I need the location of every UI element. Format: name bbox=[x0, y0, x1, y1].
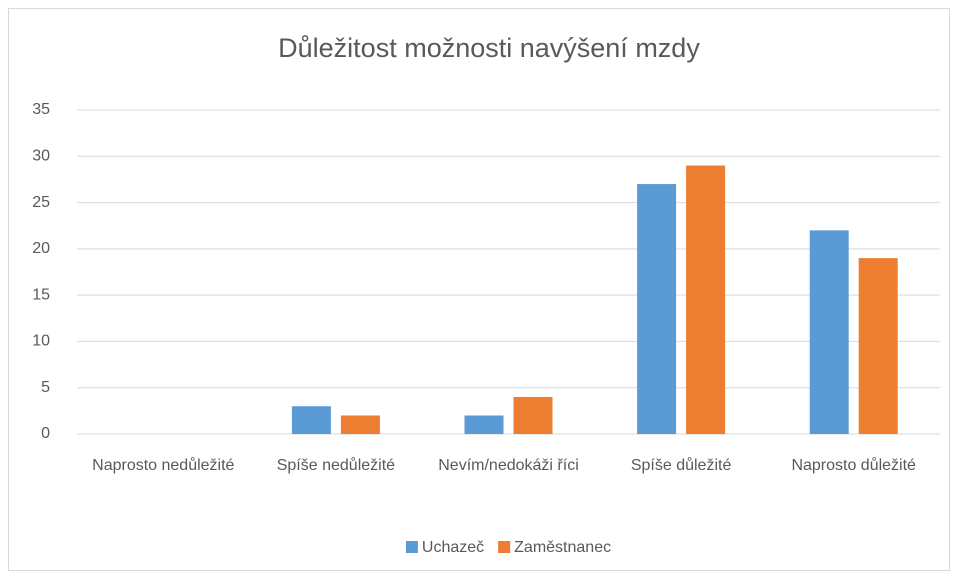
legend-swatch bbox=[405, 541, 418, 553]
x-tick-label: Naprosto nedůležité bbox=[92, 456, 234, 474]
x-tick-label: Spíše důležité bbox=[631, 456, 732, 474]
chart-frame bbox=[8, 8, 950, 571]
y-tick-label: 30 bbox=[32, 148, 50, 165]
bar bbox=[809, 230, 849, 434]
y-tick-label: 25 bbox=[32, 194, 50, 211]
legend-label: Zaměstnanec bbox=[514, 539, 611, 556]
bar bbox=[686, 165, 726, 435]
y-tick-label: 10 bbox=[32, 333, 50, 350]
bar bbox=[291, 406, 331, 434]
bar bbox=[858, 258, 898, 434]
x-tick-label: Nevím/nedokáži říci bbox=[438, 457, 579, 474]
bar bbox=[340, 415, 380, 434]
legend-label: Uchazeč bbox=[422, 539, 484, 556]
legend: Uchazeč Zaměstnanec bbox=[405, 539, 611, 556]
y-tick-label: 20 bbox=[32, 240, 50, 257]
bar bbox=[513, 396, 553, 434]
legend-swatch bbox=[498, 541, 511, 553]
x-tick-label: Naprosto důležité bbox=[791, 456, 916, 474]
x-tick-label: Spíše nedůležité bbox=[277, 456, 395, 474]
chart-title: Důležitost možnosti navýšení mzdy bbox=[278, 33, 700, 63]
bar bbox=[464, 415, 504, 434]
y-tick-label: 0 bbox=[41, 425, 50, 442]
bar bbox=[637, 184, 677, 434]
y-tick-label: 15 bbox=[32, 286, 50, 303]
y-tick-label: 5 bbox=[41, 379, 50, 396]
y-tick-label: 35 bbox=[32, 101, 50, 118]
